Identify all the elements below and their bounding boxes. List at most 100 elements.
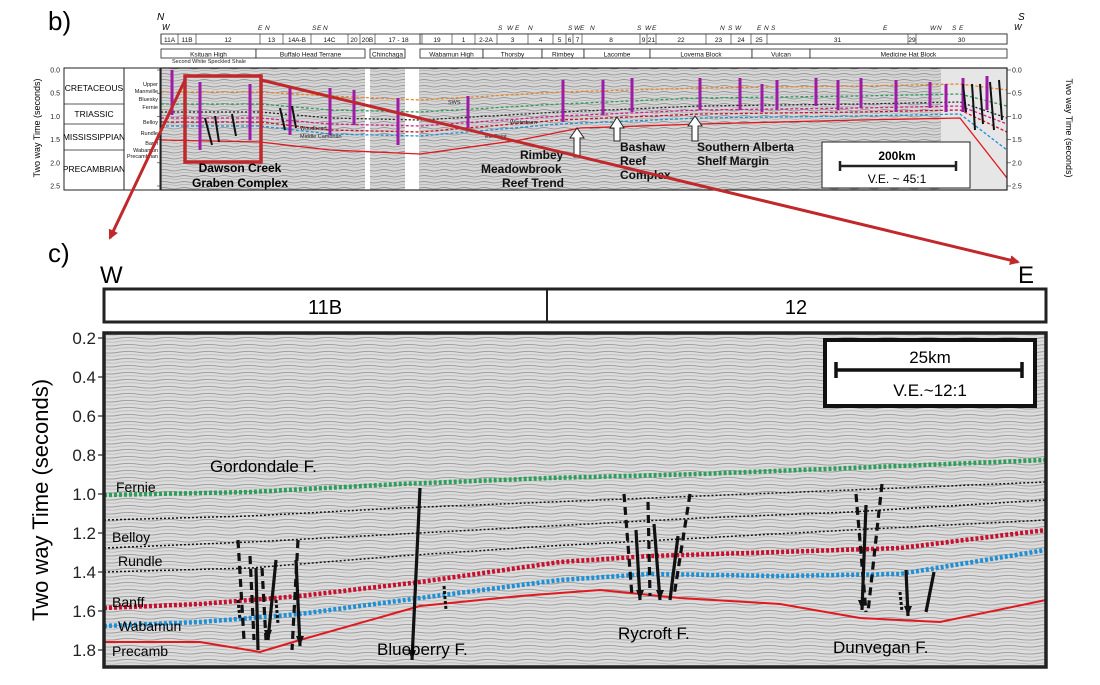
fault-tick [442, 585, 448, 611]
fault-arrowhead [408, 650, 416, 660]
block-12: 12 [785, 297, 807, 319]
segment-label: 24 [737, 37, 745, 44]
y-tick-right: 1.5 [1012, 137, 1022, 144]
compass-west-left: W [162, 23, 171, 32]
domain-label: Loverna Block [680, 52, 722, 59]
domain-box [809, 48, 1008, 59]
panel-c-west: W [100, 262, 123, 289]
y-tick-right: 0.5 [1012, 91, 1022, 98]
unit-label: Fernie [142, 105, 158, 111]
compass-west-right: W [1014, 23, 1023, 32]
domain-label: Thorsby [501, 52, 525, 59]
age-mississippian: MISSISSIPPIAN [63, 132, 125, 142]
panel-c-y-ticks: 0.2 0.4 0.6 0.8 1.0 1.2 1.4 1.6 1.8 [72, 329, 104, 660]
panel-b-wells [170, 70, 989, 150]
feature-shelf-2: Shelf Margin [697, 154, 769, 168]
age-cretaceous: CRETACEOUS [65, 83, 124, 93]
segment-label: 14C [324, 37, 336, 44]
fault-marker [989, 81, 995, 131]
unit-label: Belloy [143, 120, 158, 126]
fault-line-dashed [236, 539, 246, 641]
fault-arrowhead [264, 630, 272, 640]
y-tick-left: 2.5 [50, 184, 60, 191]
edge-label: E [515, 25, 520, 32]
fault-line [266, 559, 278, 641]
age-precambrian: PRECAMBRIAN [63, 164, 125, 174]
arrow-shelf [687, 115, 703, 142]
edge-label: E [317, 25, 322, 32]
edge-label: N [265, 25, 270, 32]
y-tick-label: 1.8 [72, 641, 96, 660]
compass-north: N [157, 12, 165, 23]
arrow-bashaw [609, 116, 625, 142]
zoom-arrow-right [260, 78, 1020, 265]
label-precamb: Precamb [112, 643, 168, 659]
panel-b-ve-text: V.E. ~ 45:1 [868, 172, 927, 186]
domain-label: Wabamun High [429, 52, 474, 59]
segment-label: 12 [224, 37, 232, 44]
y-tick-right: 1.0 [1012, 114, 1022, 121]
segment-label: 2-2A [479, 37, 493, 44]
edge-label: N [764, 25, 769, 32]
segment-label: 9 [642, 37, 646, 44]
fault-line [860, 504, 868, 611]
segment-label: 21 [648, 37, 656, 44]
fault-line-dashed [622, 493, 634, 597]
label-banff: Banff [112, 594, 145, 610]
feature-rimbey-2: Meadowbrook [481, 162, 562, 176]
feature-shelf-1: Southern Alberta [697, 140, 794, 154]
feature-dawson-creek-1: Dawson Creek [199, 161, 282, 175]
label-rundle: Rundle [118, 553, 163, 569]
domain-box [255, 48, 366, 59]
edge-label: N [323, 25, 328, 32]
y-tick-right: 2.5 [1012, 184, 1022, 191]
fault-arrowhead [656, 590, 664, 600]
compass-south: S [1018, 12, 1025, 23]
edge-label: W [645, 25, 652, 32]
block-bar [102, 287, 1048, 324]
edge-label: W [507, 25, 514, 32]
edge-label: N [590, 25, 595, 32]
dawson-creek-box [183, 74, 263, 164]
fault-line-dashed [866, 483, 884, 613]
panel-c-east: E [1018, 262, 1034, 289]
edge-label: E [258, 25, 263, 32]
b-horizon-mannville [161, 83, 1008, 101]
unit-label: Banff [145, 141, 158, 147]
segment-label: 3 [511, 37, 515, 44]
edge-label: S [637, 25, 642, 32]
unit-label: Upper [143, 82, 158, 88]
y-tick-label: 1.0 [72, 485, 96, 504]
fault-marker [971, 83, 976, 131]
edge-label: N [528, 25, 533, 32]
edge-label: E [757, 25, 762, 32]
unit-label: Mannville [135, 89, 158, 95]
y-tick-left: 0.0 [50, 68, 60, 75]
edge-label: S [771, 25, 776, 32]
segment-label: 14A-B [288, 37, 306, 44]
panel-c-faults [236, 483, 936, 661]
fault-line [652, 523, 662, 601]
y-tick-left: 2.0 [50, 160, 60, 167]
fault-marker [998, 79, 1003, 121]
unit-label: Wabamun [133, 148, 158, 154]
y-tick-label: 0.4 [72, 368, 96, 387]
y-tick-label: 0.8 [72, 446, 96, 465]
y-tick-left: 1.5 [50, 137, 60, 144]
fault-line-dashed [248, 555, 256, 641]
edge-label: E [959, 25, 964, 32]
fault-line [634, 529, 642, 601]
fault-gordondale: Gordondale F. [210, 457, 317, 476]
fault-marker [231, 113, 237, 137]
edge-label: E [883, 25, 888, 32]
small-label-sws: SWS [448, 100, 461, 106]
segment-row: 11A 11B 12 13 14A-B 14C 20 20B 17 - 18 19 1 2-2A 3 4 5… [160, 33, 1008, 45]
domain-label: Vulcan [771, 52, 791, 59]
fault-dunvegan: Dunvegan F. [833, 638, 928, 657]
segment-label: 23 [715, 37, 723, 44]
fault-line-dashed [646, 501, 652, 597]
fault-tick [236, 599, 242, 621]
fault-tick [898, 591, 904, 613]
